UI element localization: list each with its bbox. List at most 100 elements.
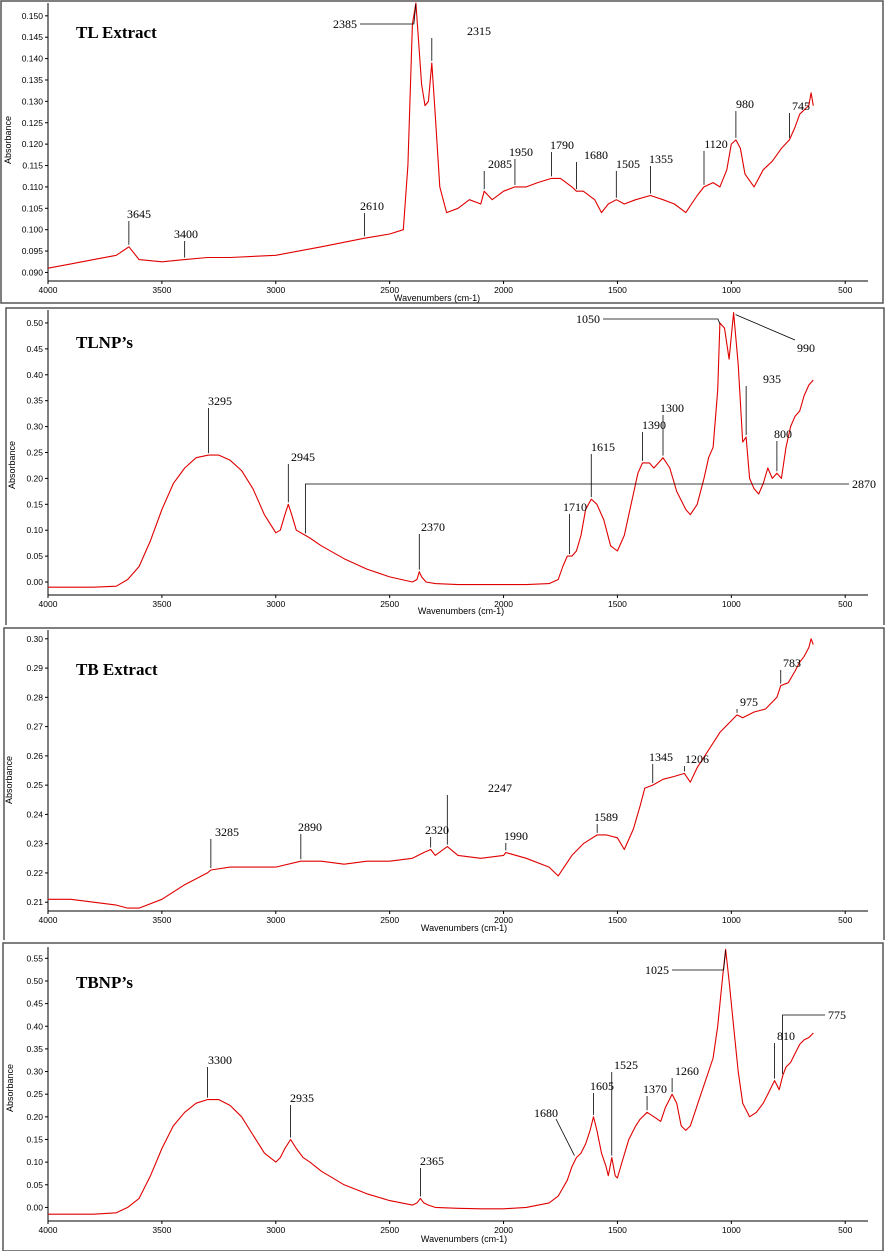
peak-label: 2610 [360,199,384,213]
panel-frame [3,627,885,940]
y-tick-label: 0.50 [26,318,43,328]
x-tick-label: 3500 [152,915,171,925]
y-tick-label: 0.00 [26,1202,43,1212]
y-tick-label: 0.150 [22,11,44,21]
peak-label: 2370 [421,520,445,534]
x-axis-label: Wavenumbers (cm-1) [394,293,480,303]
y-tick-label: 0.05 [26,1180,43,1190]
x-tick-label: 1000 [722,285,741,295]
x-tick-label: 1000 [722,599,741,609]
peak-label: 1345 [649,750,673,764]
y-tick-label: 0.23 [26,839,43,849]
peak-label: 1680 [534,1106,558,1120]
x-tick-label: 2000 [494,1225,513,1235]
y-tick-label: 0.30 [26,422,43,432]
peak-label: 745 [792,99,810,113]
x-tick-label: 3500 [152,285,171,295]
peak-label: 3645 [127,207,151,221]
x-tick-label: 3500 [152,599,171,609]
chart-tb-extract: 4000 3500 3000 2500 2000 1500 1000 500 0.21 0.22 0… [3,627,885,940]
x-tick-label: 4000 [39,915,58,925]
y-tick-label: 0.140 [22,54,44,64]
peak-label: 1710 [563,500,587,514]
peak-label: 1505 [616,157,640,171]
x-tick-label: 500 [838,915,852,925]
x-tick-label: 3000 [266,915,285,925]
y-tick-label: 0.130 [22,96,44,106]
y-axis-label: Absorbance [3,116,13,164]
peak-label: 1300 [660,401,684,415]
peak-label: 2385 [333,17,357,31]
peak-label: 1206 [685,752,709,766]
x-tick-label: 2500 [380,285,399,295]
spectrum-panel-tlnps: 4000 3500 3000 2500 2000 1500 1000 500 0.00 0.05 0… [0,305,886,625]
x-tick-label: 1500 [608,285,627,295]
chart-tl-extract: 4000 3500 3000 2500 2000 1500 1000 500 0.090 0.09… [0,0,884,304]
peak-label: 2870 [852,477,876,491]
peak-label: 1950 [509,145,533,159]
peak-label: 1680 [584,148,608,162]
peak-label: 2085 [488,157,512,171]
x-tick-label: 500 [838,1225,852,1235]
y-tick-label: 0.105 [22,203,44,213]
y-tick-label: 0.05 [26,551,43,561]
y-tick-label: 0.15 [26,499,43,509]
peak-label: 3295 [208,394,232,408]
peak-leader [782,1014,825,1075]
y-tick-label: 0.40 [26,370,43,380]
y-tick-label: 0.100 [22,225,44,235]
peak-label: 1370 [643,1082,667,1096]
y-tick-label: 0.10 [26,525,43,535]
x-tick-label: 3000 [266,599,285,609]
y-tick-label: 0.25 [26,780,43,790]
y-axis-label: Absorbance [7,441,17,489]
y-tick-label: 0.40 [26,1021,43,1031]
peak-label: 1605 [590,1079,614,1093]
x-tick-label: 500 [838,285,852,295]
chart-title-tlnps: TLNP’s [76,333,133,352]
chart-title-tl-extract: TL Extract [76,23,157,42]
chart-tlnps: 4000 3500 3000 2500 2000 1500 1000 500 0.00 0.05 0… [5,307,885,625]
peak-leader [360,3,417,25]
y-tick-label: 0.20 [26,473,43,483]
spectrum-trace [47,2,814,269]
peak-leader [735,314,796,341]
x-tick-label: 1000 [722,915,741,925]
y-tick-label: 0.20 [26,1112,43,1122]
y-tick-label: 0.10 [26,1157,43,1167]
spectrum-panel-tbnps: 4000 3500 3000 2500 2000 1500 1000 500 0.00 0.05 0… [0,940,886,1251]
y-tick-label: 0.135 [22,75,44,85]
y-axis-label: Absorbance [5,1064,15,1112]
y-tick-label: 0.125 [22,118,44,128]
peak-label: 1990 [504,829,528,843]
y-tick-label: 0.110 [22,182,43,192]
y-tick-label: 0.095 [22,246,44,256]
y-tick-label: 0.45 [26,999,43,1009]
y-tick-label: 0.35 [26,1044,43,1054]
y-tick-label: 0.21 [26,897,43,907]
x-tick-label: 3500 [152,1225,171,1235]
peak-label: 1355 [649,152,673,166]
x-tick-label: 3000 [266,285,285,295]
y-axis-label: Absorbance [4,756,14,804]
y-tick-label: 0.30 [26,634,43,644]
x-tick-label: 2500 [380,599,399,609]
peak-label: 783 [783,656,801,670]
spectrum-panel-tl-extract: 4000 3500 3000 2500 2000 1500 1000 500 0.090 0.09… [0,0,886,305]
y-tick-label: 0.26 [26,751,43,761]
x-tick-label: 1500 [608,1225,627,1235]
peak-label: 2320 [425,823,449,837]
y-tick-label: 0.25 [26,1089,43,1099]
x-tick-label: 500 [838,599,852,609]
peak-label: 990 [797,341,815,355]
y-tick-label: 0.29 [26,663,43,673]
peak-label: 3400 [174,227,198,241]
peak-label: 2945 [291,450,315,464]
y-tick-label: 0.45 [26,344,43,354]
x-axis-label: Wavenumbers (cm-1) [418,606,504,616]
peak-label: 1525 [614,1058,638,1072]
x-tick-label: 2500 [380,915,399,925]
chart-tbnps: 4000 3500 3000 2500 2000 1500 1000 500 0.00 0.05 0… [2,942,884,1251]
peak-label: 3285 [215,825,239,839]
peak-label: 3300 [208,1053,232,1067]
